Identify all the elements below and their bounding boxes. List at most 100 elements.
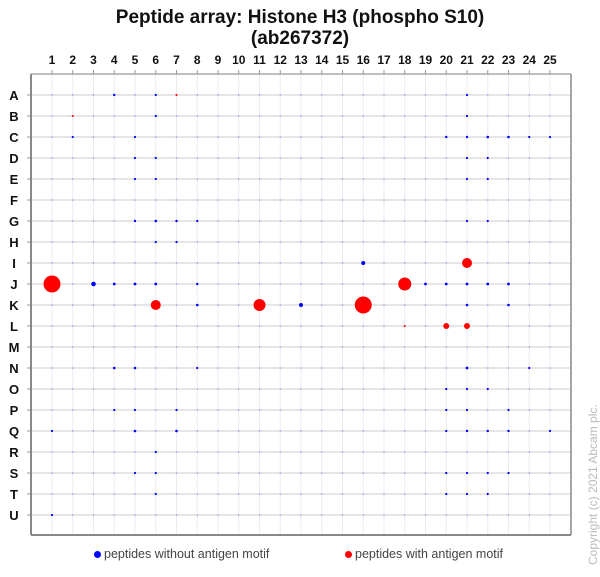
faint-spot — [549, 157, 551, 159]
faint-spot — [196, 346, 199, 348]
faint-spot — [320, 283, 323, 285]
faint-spot — [237, 346, 240, 348]
spot-without-motif — [154, 240, 157, 244]
x-tick-label: 12 — [274, 53, 288, 67]
x-tick-label: 21 — [460, 53, 474, 67]
faint-spot — [237, 241, 240, 243]
faint-spot — [92, 346, 95, 348]
faint-spot — [279, 115, 282, 117]
y-tick-label: G — [9, 214, 19, 229]
faint-spot — [196, 115, 199, 117]
faint-spot — [486, 367, 489, 369]
faint-spot — [258, 472, 261, 474]
faint-spot — [528, 241, 531, 243]
faint-spot — [403, 178, 406, 180]
faint-spot — [424, 304, 427, 306]
faint-spot — [403, 388, 406, 390]
faint-spot — [217, 157, 219, 159]
faint-spot — [51, 472, 53, 474]
faint-spot — [92, 178, 95, 180]
faint-spot — [258, 430, 261, 432]
faint-spot — [217, 136, 219, 138]
spot-without-motif — [465, 177, 469, 181]
spot-without-motif — [486, 282, 490, 286]
faint-spot — [300, 346, 302, 348]
faint-spot — [403, 514, 406, 516]
spot-without-motif — [465, 387, 469, 391]
faint-spot — [237, 157, 240, 159]
spot-without-motif — [133, 408, 137, 412]
faint-spot — [507, 493, 510, 495]
faint-spot — [279, 220, 282, 222]
faint-spot — [51, 451, 53, 453]
faint-spot — [549, 283, 551, 285]
faint-spot — [549, 304, 551, 306]
spot-without-motif — [465, 135, 469, 139]
spot-without-motif — [175, 429, 178, 433]
y-tick-label: R — [9, 445, 19, 460]
faint-spot — [258, 388, 261, 390]
spot-without-motif — [486, 177, 489, 181]
faint-spot — [279, 304, 282, 306]
faint-spot — [320, 388, 323, 390]
faint-spot — [51, 178, 53, 180]
faint-spot — [113, 430, 116, 432]
faint-spot — [341, 283, 344, 285]
faint-spot — [134, 304, 136, 306]
y-tick-label: T — [10, 487, 18, 502]
faint-spot — [71, 157, 74, 159]
spot-without-motif — [445, 492, 448, 496]
faint-spot — [175, 304, 178, 306]
faint-spot — [279, 409, 282, 411]
spot-without-motif — [361, 261, 366, 265]
y-tick-label: H — [9, 235, 18, 250]
faint-spot — [300, 157, 302, 159]
faint-spot — [341, 157, 344, 159]
faint-spot — [51, 325, 53, 327]
faint-spot — [92, 304, 95, 306]
faint-spot — [237, 367, 240, 369]
spot-without-motif — [424, 282, 427, 286]
spot-with-motif — [462, 258, 472, 268]
faint-spot — [134, 241, 136, 243]
y-tick-label: A — [9, 88, 19, 103]
faint-spot — [51, 262, 53, 264]
faint-spot — [383, 472, 385, 474]
faint-spot — [237, 325, 240, 327]
faint-spot — [383, 325, 385, 327]
faint-spot — [196, 409, 199, 411]
faint-spot — [258, 514, 261, 516]
faint-spot — [134, 94, 136, 96]
faint-spot — [403, 136, 406, 138]
spot-with-motif — [464, 323, 470, 329]
faint-spot — [445, 367, 448, 369]
faint-spot — [445, 115, 448, 117]
faint-spot — [383, 157, 385, 159]
faint-spot — [424, 472, 427, 474]
faint-spot — [113, 514, 116, 516]
faint-spot — [362, 220, 365, 222]
faint-spot — [445, 304, 448, 306]
x-tick-label: 18 — [398, 53, 412, 67]
spot-without-motif — [465, 366, 469, 370]
faint-spot — [196, 262, 199, 264]
legend-label-without-motif: peptides without antigen motif — [104, 547, 270, 561]
faint-spot — [175, 472, 178, 474]
faint-spot — [113, 451, 116, 453]
faint-spot — [92, 115, 95, 117]
faint-spot — [258, 94, 261, 96]
faint-spot — [175, 157, 178, 159]
faint-spot — [528, 451, 531, 453]
faint-spot — [92, 430, 95, 432]
faint-spot — [71, 451, 74, 453]
x-tick-label: 7 — [173, 53, 180, 67]
faint-spot — [507, 157, 510, 159]
faint-spot — [258, 409, 261, 411]
faint-spot — [424, 409, 427, 411]
faint-spot — [113, 304, 116, 306]
faint-spot — [217, 94, 219, 96]
spot-without-motif — [196, 366, 199, 370]
faint-spot — [403, 430, 406, 432]
faint-spot — [507, 241, 510, 243]
faint-spot — [383, 388, 385, 390]
